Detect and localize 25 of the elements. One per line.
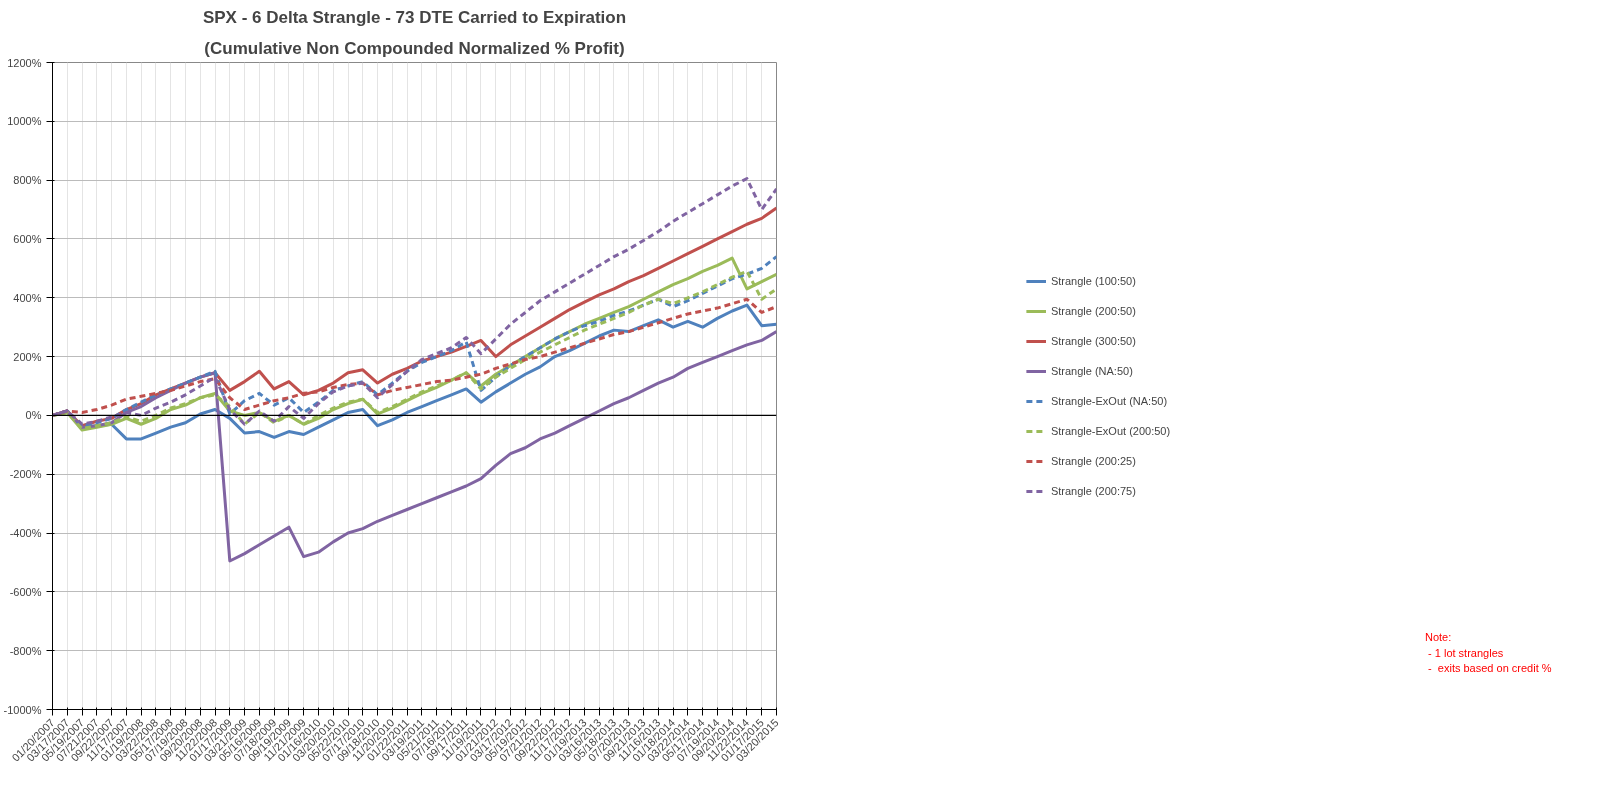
- y-tick-label: 1200%: [7, 56, 42, 69]
- y-tick-label: 0%: [25, 409, 42, 422]
- chart-title: SPX - 6 Delta Strangle - 73 DTE Carried to Expiration: [202, 7, 627, 27]
- legend-label: Strangle (NA:50): [1050, 364, 1133, 377]
- text: - exits based on credit %: [1427, 661, 1552, 677]
- y-tick-label: -200%: [9, 468, 42, 481]
- legend-label: Strangle (100:50): [1050, 274, 1136, 287]
- y-tick-label: -1000%: [3, 703, 42, 716]
- text: Note:: [1425, 630, 1453, 645]
- legend-label: Strangle (300:50): [1050, 334, 1136, 347]
- text: - 1 lot strangles: [1427, 645, 1505, 661]
- y-tick-label: 800%: [13, 174, 42, 187]
- y-tick-label: -400%: [9, 527, 42, 540]
- y-tick-label: -600%: [9, 585, 42, 598]
- legend-label: Strangle (200:25): [1050, 454, 1136, 467]
- chart-subtitle: (Cumulative Non Compounded Normalized % Profit): [204, 38, 625, 58]
- legend-label: Strangle (200:50): [1050, 304, 1136, 317]
- y-tick-label: 200%: [13, 350, 42, 363]
- legend-label: Strangle-ExOut (NA:50): [1050, 394, 1168, 407]
- legend-label: Strangle (200:75): [1050, 484, 1136, 497]
- y-tick-label: 400%: [13, 291, 42, 304]
- legend-label: Strangle-ExOut (200:50): [1050, 424, 1171, 437]
- y-tick-label: 600%: [13, 232, 42, 245]
- y-tick-label: -800%: [9, 644, 42, 657]
- y-tick-label: 1000%: [7, 115, 42, 128]
